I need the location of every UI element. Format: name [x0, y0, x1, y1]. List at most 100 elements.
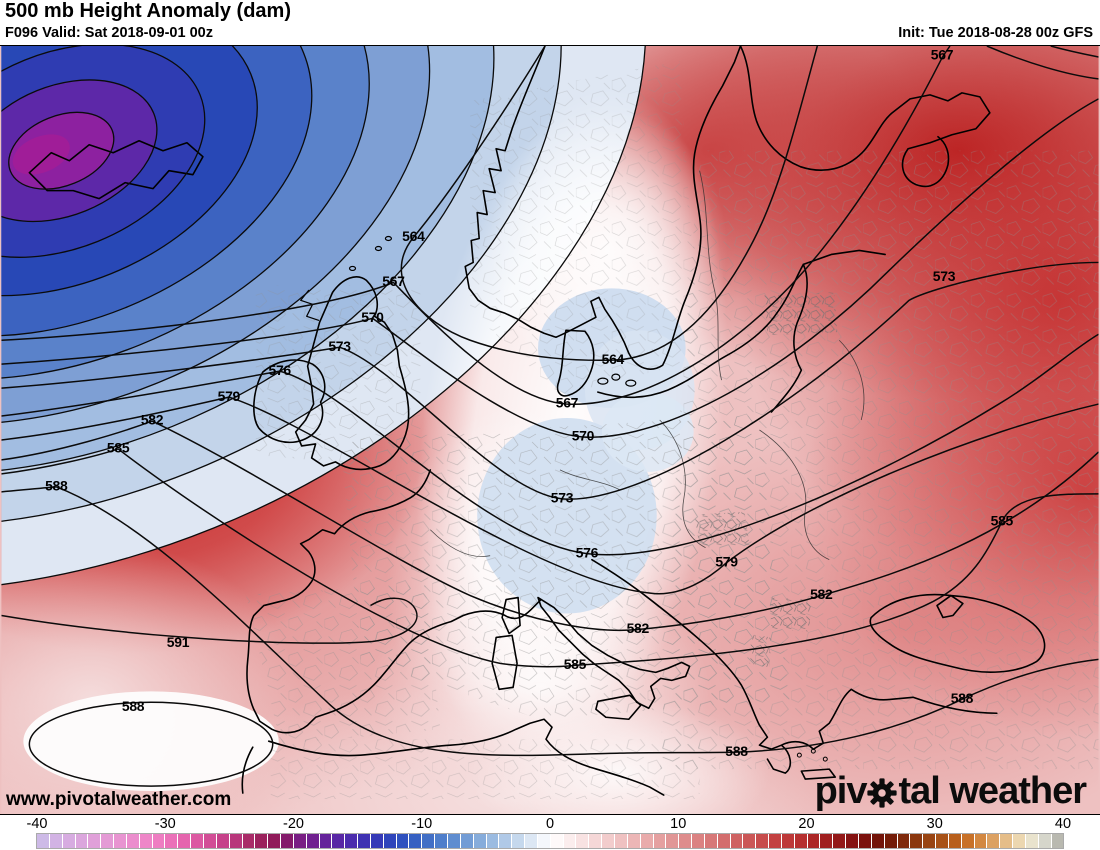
- colorbar-cell: [178, 834, 192, 848]
- colorbar-cell: [1025, 834, 1039, 848]
- colorbar-cell: [358, 834, 371, 848]
- colorbar-tick: -40: [26, 816, 48, 832]
- contour-label: 573: [933, 268, 956, 284]
- colorbar-cell: [1013, 834, 1026, 848]
- logo-text-end: tal weather: [898, 770, 1087, 812]
- colorbar-cell: [1000, 834, 1014, 848]
- coastlines: [28, 46, 1046, 796]
- colorbar-tick: 30: [926, 816, 943, 832]
- contour-label: 567: [556, 395, 579, 411]
- colorbar-tick: -10: [411, 816, 433, 832]
- page-title: 500 mb Height Anomaly (dam): [5, 0, 291, 22]
- contour-label: 579: [715, 553, 738, 569]
- colorbar-cell: [948, 834, 962, 848]
- colorbar-cell: [165, 834, 179, 848]
- contour-label: 570: [361, 309, 384, 325]
- colorbar-cell: [229, 834, 243, 848]
- colorbar-cell: [871, 834, 885, 848]
- colorbar-cell: [88, 834, 102, 848]
- colorbar-cell: [987, 834, 1001, 848]
- colorbar-cell: [101, 834, 115, 848]
- colorbar-cell: [730, 834, 744, 848]
- contour-label: 573: [328, 338, 351, 354]
- colorbar-cell: [846, 834, 859, 848]
- colorbar-cell: [602, 834, 615, 848]
- contour-label: 585: [564, 656, 587, 672]
- contour-lines: [1, 46, 1099, 787]
- colorbar-cell: [191, 834, 204, 848]
- forecast-valid-label: F096 Valid: Sat 2018-09-01 00z: [5, 25, 213, 41]
- contour-labels: 564 567 570 573 576 579 582 585 588 591 588 564 567 5…: [45, 47, 1014, 759]
- colorbar-cell: [75, 834, 89, 848]
- colorbar-cell: [859, 834, 872, 848]
- colorbar-cell: [653, 834, 667, 848]
- colorbar-cell: [37, 834, 50, 848]
- colorbar-tick: 10: [670, 816, 687, 832]
- colorbar-cell: [512, 834, 526, 848]
- contour-label: 582: [141, 412, 164, 428]
- contour-label: 579: [218, 388, 241, 404]
- colorbar-cell: [383, 834, 397, 848]
- colorbar-cell: [525, 834, 538, 848]
- colorbar-cell: [884, 834, 898, 848]
- colorbar-cell: [306, 834, 320, 848]
- contour-label: 591: [167, 634, 190, 650]
- colorbar-cell: [807, 834, 821, 848]
- contour-label: 588: [725, 743, 748, 759]
- admin-borders-texture: [245, 60, 1099, 800]
- gear-icon: [867, 777, 898, 808]
- contour-label: 576: [576, 544, 599, 560]
- logo-text-start: piv: [814, 770, 868, 812]
- colorbar-cell: [769, 834, 782, 848]
- colorbar-cell: [679, 834, 693, 848]
- colorbar-cell: [396, 834, 410, 848]
- colorbar-cell: [576, 834, 590, 848]
- colorbar-cell: [486, 834, 500, 848]
- colorbar-tick: 40: [1054, 816, 1072, 832]
- contour-label: 582: [810, 586, 833, 602]
- weather-map: 564 567 570 573 576 579 582 585 588 591 588 564 567 5…: [1, 46, 1099, 814]
- colorbar-cell: [936, 834, 949, 848]
- colorbar-cell: [332, 834, 346, 848]
- colorbar-cell: [139, 834, 153, 848]
- colorbar-cell: [435, 834, 448, 848]
- colorbar-cell: [704, 834, 718, 848]
- contour-label: 585: [991, 512, 1014, 528]
- colorbar-tick: -30: [154, 816, 176, 832]
- colorbar-cell: [550, 834, 564, 848]
- contour-label: 588: [122, 698, 145, 714]
- colorbar-cell: [743, 834, 757, 848]
- colorbar-cell: [1038, 834, 1052, 848]
- watermark-url: www.pivotalweather.com: [6, 789, 232, 810]
- colorbar-cell: [589, 834, 603, 848]
- colorbar-cell: [345, 834, 359, 848]
- colorbar-cell: [460, 834, 474, 848]
- colorbar-cell: [152, 834, 166, 848]
- colorbar-cell: [62, 834, 76, 848]
- colorbar-cell: [370, 834, 384, 848]
- colorbar-tick: -20: [283, 816, 304, 832]
- colorbar-cell: [422, 834, 436, 848]
- colorbar-cell: [614, 834, 628, 848]
- contour-label: 576: [269, 362, 292, 378]
- contour-label: 567: [382, 273, 405, 289]
- colorbar-cell: [627, 834, 641, 848]
- country-borders: [430, 170, 865, 561]
- contour-label: 588: [951, 690, 974, 706]
- colorbar-cell: [319, 834, 333, 848]
- colorbar-cell: [961, 834, 975, 848]
- colorbar-tick: 20: [798, 816, 815, 832]
- colorbar-cell: [910, 834, 924, 848]
- map-frame: 564 567 570 573 576 579 582 585 588 591 588 564 567 5…: [0, 45, 1100, 815]
- colorbar-cell: [255, 834, 269, 848]
- colorbar-cell: [781, 834, 795, 848]
- colorbar-cell: [974, 834, 988, 848]
- contour-label: 564: [402, 228, 425, 244]
- colorbar-tick: 0: [545, 816, 555, 832]
- colorbar-cell: [640, 834, 654, 848]
- colorbar-cell: [49, 834, 63, 848]
- colorbar-cell: [717, 834, 731, 848]
- contour-label: 585: [107, 440, 130, 456]
- contour-label: 573: [551, 490, 574, 506]
